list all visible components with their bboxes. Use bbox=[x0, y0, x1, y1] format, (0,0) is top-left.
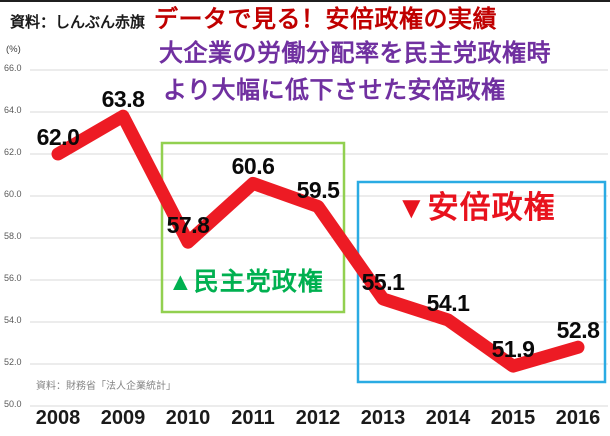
abe-era-box bbox=[356, 180, 607, 384]
abe-era-label: ▼安倍政権 bbox=[396, 190, 556, 225]
y-tick-label: 54.0 bbox=[4, 315, 22, 325]
data-point-label: 52.8 bbox=[556, 317, 600, 344]
y-tick-label: 56.0 bbox=[4, 273, 22, 283]
x-year-label: 2016 bbox=[555, 407, 601, 429]
y-tick-label: 66.0 bbox=[4, 63, 22, 73]
y-tick-label: 62.0 bbox=[4, 147, 22, 157]
data-point-label: 63.8 bbox=[101, 86, 145, 113]
x-year-label: 2009 bbox=[100, 407, 146, 429]
dpj-era-box bbox=[160, 141, 346, 314]
chart-title-line3: より大幅に低下させた安倍政権 bbox=[163, 77, 506, 104]
chart-title-line2: 大企業の労働分配率を民主党政権時 bbox=[159, 40, 551, 67]
data-point-label: 51.9 bbox=[491, 336, 535, 363]
y-tick-label: 60.0 bbox=[4, 189, 22, 199]
y-tick-label: 50.0 bbox=[4, 399, 22, 409]
x-year-label: 2013 bbox=[360, 407, 406, 429]
x-year-label: 2015 bbox=[490, 407, 536, 429]
y-tick-label: 52.0 bbox=[4, 357, 22, 367]
x-year-label: 2011 bbox=[231, 407, 275, 429]
y-axis-unit-label: (%) bbox=[6, 44, 21, 55]
top-border-line bbox=[0, 0, 610, 2]
data-point-label: 57.8 bbox=[166, 212, 210, 239]
y-tick-label: 58.0 bbox=[4, 231, 22, 241]
x-year-label: 2012 bbox=[295, 407, 341, 429]
labor-share-trend-line bbox=[51, 109, 585, 373]
data-source-note: 資料：しんぶん赤旗 bbox=[10, 14, 146, 31]
x-year-label: 2010 bbox=[165, 407, 211, 429]
chart-title-line1: データで見る！安倍政権の実績 bbox=[154, 6, 497, 33]
dpj-era-label: ▲民主党政権 bbox=[168, 268, 324, 296]
data-point-label: 59.5 bbox=[296, 176, 340, 203]
y-tick-label: 64.0 bbox=[4, 105, 22, 115]
data-point-label: 55.1 bbox=[361, 268, 405, 295]
data-point-label: 54.1 bbox=[426, 289, 470, 316]
x-year-label: 2014 bbox=[425, 407, 471, 429]
x-year-label: 2008 bbox=[35, 407, 81, 429]
footnote-source: 資料：財務省「法人企業統計」 bbox=[36, 381, 176, 392]
data-point-label: 62.0 bbox=[36, 124, 80, 150]
data-point-label: 60.6 bbox=[231, 153, 275, 180]
